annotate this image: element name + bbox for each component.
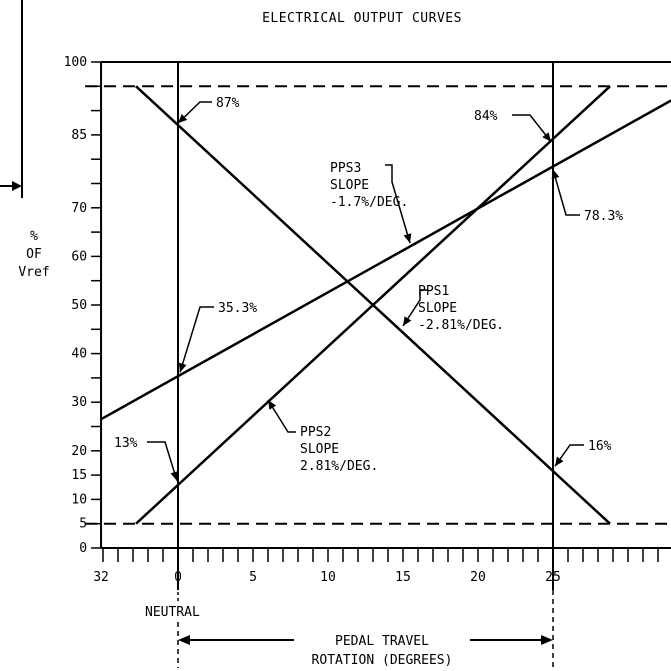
y-tick-label: 5	[79, 517, 87, 532]
y-tick-label: 40	[71, 347, 87, 362]
y-axis-label-line-1: %	[30, 229, 38, 244]
series-leader-pps3-arrowhead	[403, 233, 412, 243]
value-callout-leader	[177, 101, 212, 124]
value-callout: 78.3%	[584, 209, 623, 224]
plot-frame	[100, 61, 671, 549]
pedal-travel-arrowhead-left	[178, 635, 190, 645]
value-callout-leader-arrowhead	[555, 456, 564, 467]
neutral-label: NEUTRAL	[145, 605, 200, 620]
series-leader-pps3	[385, 164, 411, 244]
y-axis-label-line-2: OF	[26, 247, 42, 262]
x-tick-label: 32	[93, 570, 109, 585]
series-label-pps2: SLOPE	[300, 442, 339, 457]
value-callout-leader-arrowhead	[178, 114, 188, 124]
value-callout-leader-arrowhead	[170, 471, 179, 481]
series-label-pps3: -1.7%/DEG.	[330, 195, 408, 210]
value-callout-leader-arrowhead	[551, 169, 560, 180]
x-axis-label-line-2: ROTATION (DEGREES)	[312, 653, 453, 668]
x-tick-label: 20	[470, 570, 486, 585]
pedal-travel-arrowhead-right	[541, 635, 553, 645]
series-label-pps3: SLOPE	[330, 178, 369, 193]
value-callout: 13%	[114, 436, 138, 451]
series-label-pps1: PPS1	[418, 284, 449, 299]
y-tick-label: 60	[71, 249, 87, 264]
left-edge-arrowhead	[12, 181, 22, 191]
y-axis-label-line-3: Vref	[18, 265, 49, 280]
series-label-pps1: SLOPE	[418, 301, 457, 316]
x-axis-ticks: 32 0 5 10 15 20 25	[93, 548, 659, 585]
value-callout-leader	[179, 306, 214, 373]
callouts: PPS1 SLOPE -2.81%/DEG. PPS2 SLOPE 2.81%/DEG. P…	[114, 96, 623, 482]
value-callout: 84%	[474, 109, 498, 124]
y-tick-label: 85	[71, 128, 87, 143]
series-label-pps2: 2.81%/DEG.	[300, 459, 378, 474]
series-leader-pps1-arrowhead	[403, 316, 412, 326]
value-callout-leader-arrowhead	[542, 132, 551, 142]
series-leader-pps2	[267, 399, 296, 433]
y-tick-label: 0	[79, 541, 87, 556]
vertical-reference-lines	[177, 62, 554, 590]
series-leader-pps2-arrowhead	[268, 400, 277, 410]
x-tick-label: 10	[320, 570, 336, 585]
y-tick-label: 100	[64, 55, 87, 70]
y-tick-label: 20	[71, 444, 87, 459]
series-label-pps3: PPS3	[330, 161, 361, 176]
series-leader-pps1	[402, 289, 428, 327]
x-tick-label: 25	[545, 570, 561, 585]
value-callout-leader	[512, 114, 552, 143]
y-tick-label: 10	[71, 492, 87, 507]
series-line-pps3	[100, 99, 671, 421]
y-tick-label: 70	[71, 201, 87, 216]
y-tick-label: 15	[71, 468, 87, 483]
x-tick-label: 5	[249, 570, 257, 585]
series-lines	[100, 85, 671, 525]
y-tick-label: 50	[71, 298, 87, 313]
value-callout: 87%	[216, 96, 240, 111]
value-callout-leader-arrowhead	[178, 362, 187, 373]
y-tick-label: 30	[71, 395, 87, 410]
series-label-pps2: PPS2	[300, 425, 331, 440]
x-tick-label: 15	[395, 570, 411, 585]
y-axis-ticks: 0 5 10 15 20 30 40 50 60 70 85 100	[64, 55, 102, 556]
x-tick-label: 0	[174, 570, 182, 585]
series-label-pps1: -2.81%/DEG.	[418, 318, 504, 333]
x-axis-label-line-1: PEDAL TRAVEL	[335, 634, 429, 649]
value-callout-leader	[147, 441, 178, 482]
chart-title: ELECTRICAL OUTPUT CURVES	[262, 11, 462, 26]
dashed-reference-lines	[85, 85, 671, 525]
value-callout: 35.3%	[218, 301, 257, 316]
value-callout-leader	[552, 169, 580, 216]
value-callout: 16%	[588, 439, 612, 454]
series-line-pps2	[135, 85, 611, 525]
